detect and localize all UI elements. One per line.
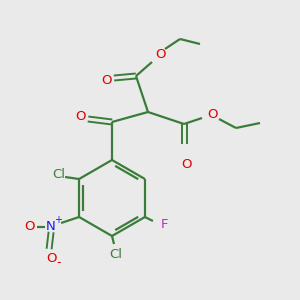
Text: O: O: [75, 110, 85, 124]
Text: O: O: [101, 74, 111, 86]
Text: Cl: Cl: [110, 248, 122, 260]
Text: O: O: [46, 253, 56, 266]
Text: -: -: [57, 256, 61, 269]
Text: O: O: [24, 220, 34, 233]
Text: N: N: [46, 220, 56, 233]
Text: Cl: Cl: [52, 169, 66, 182]
Text: F: F: [161, 218, 169, 232]
Text: O: O: [207, 107, 217, 121]
Text: +: +: [54, 215, 62, 225]
Text: O: O: [181, 158, 191, 170]
Text: O: O: [155, 47, 165, 61]
